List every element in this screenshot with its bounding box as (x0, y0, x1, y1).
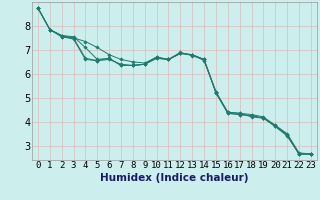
X-axis label: Humidex (Indice chaleur): Humidex (Indice chaleur) (100, 173, 249, 183)
